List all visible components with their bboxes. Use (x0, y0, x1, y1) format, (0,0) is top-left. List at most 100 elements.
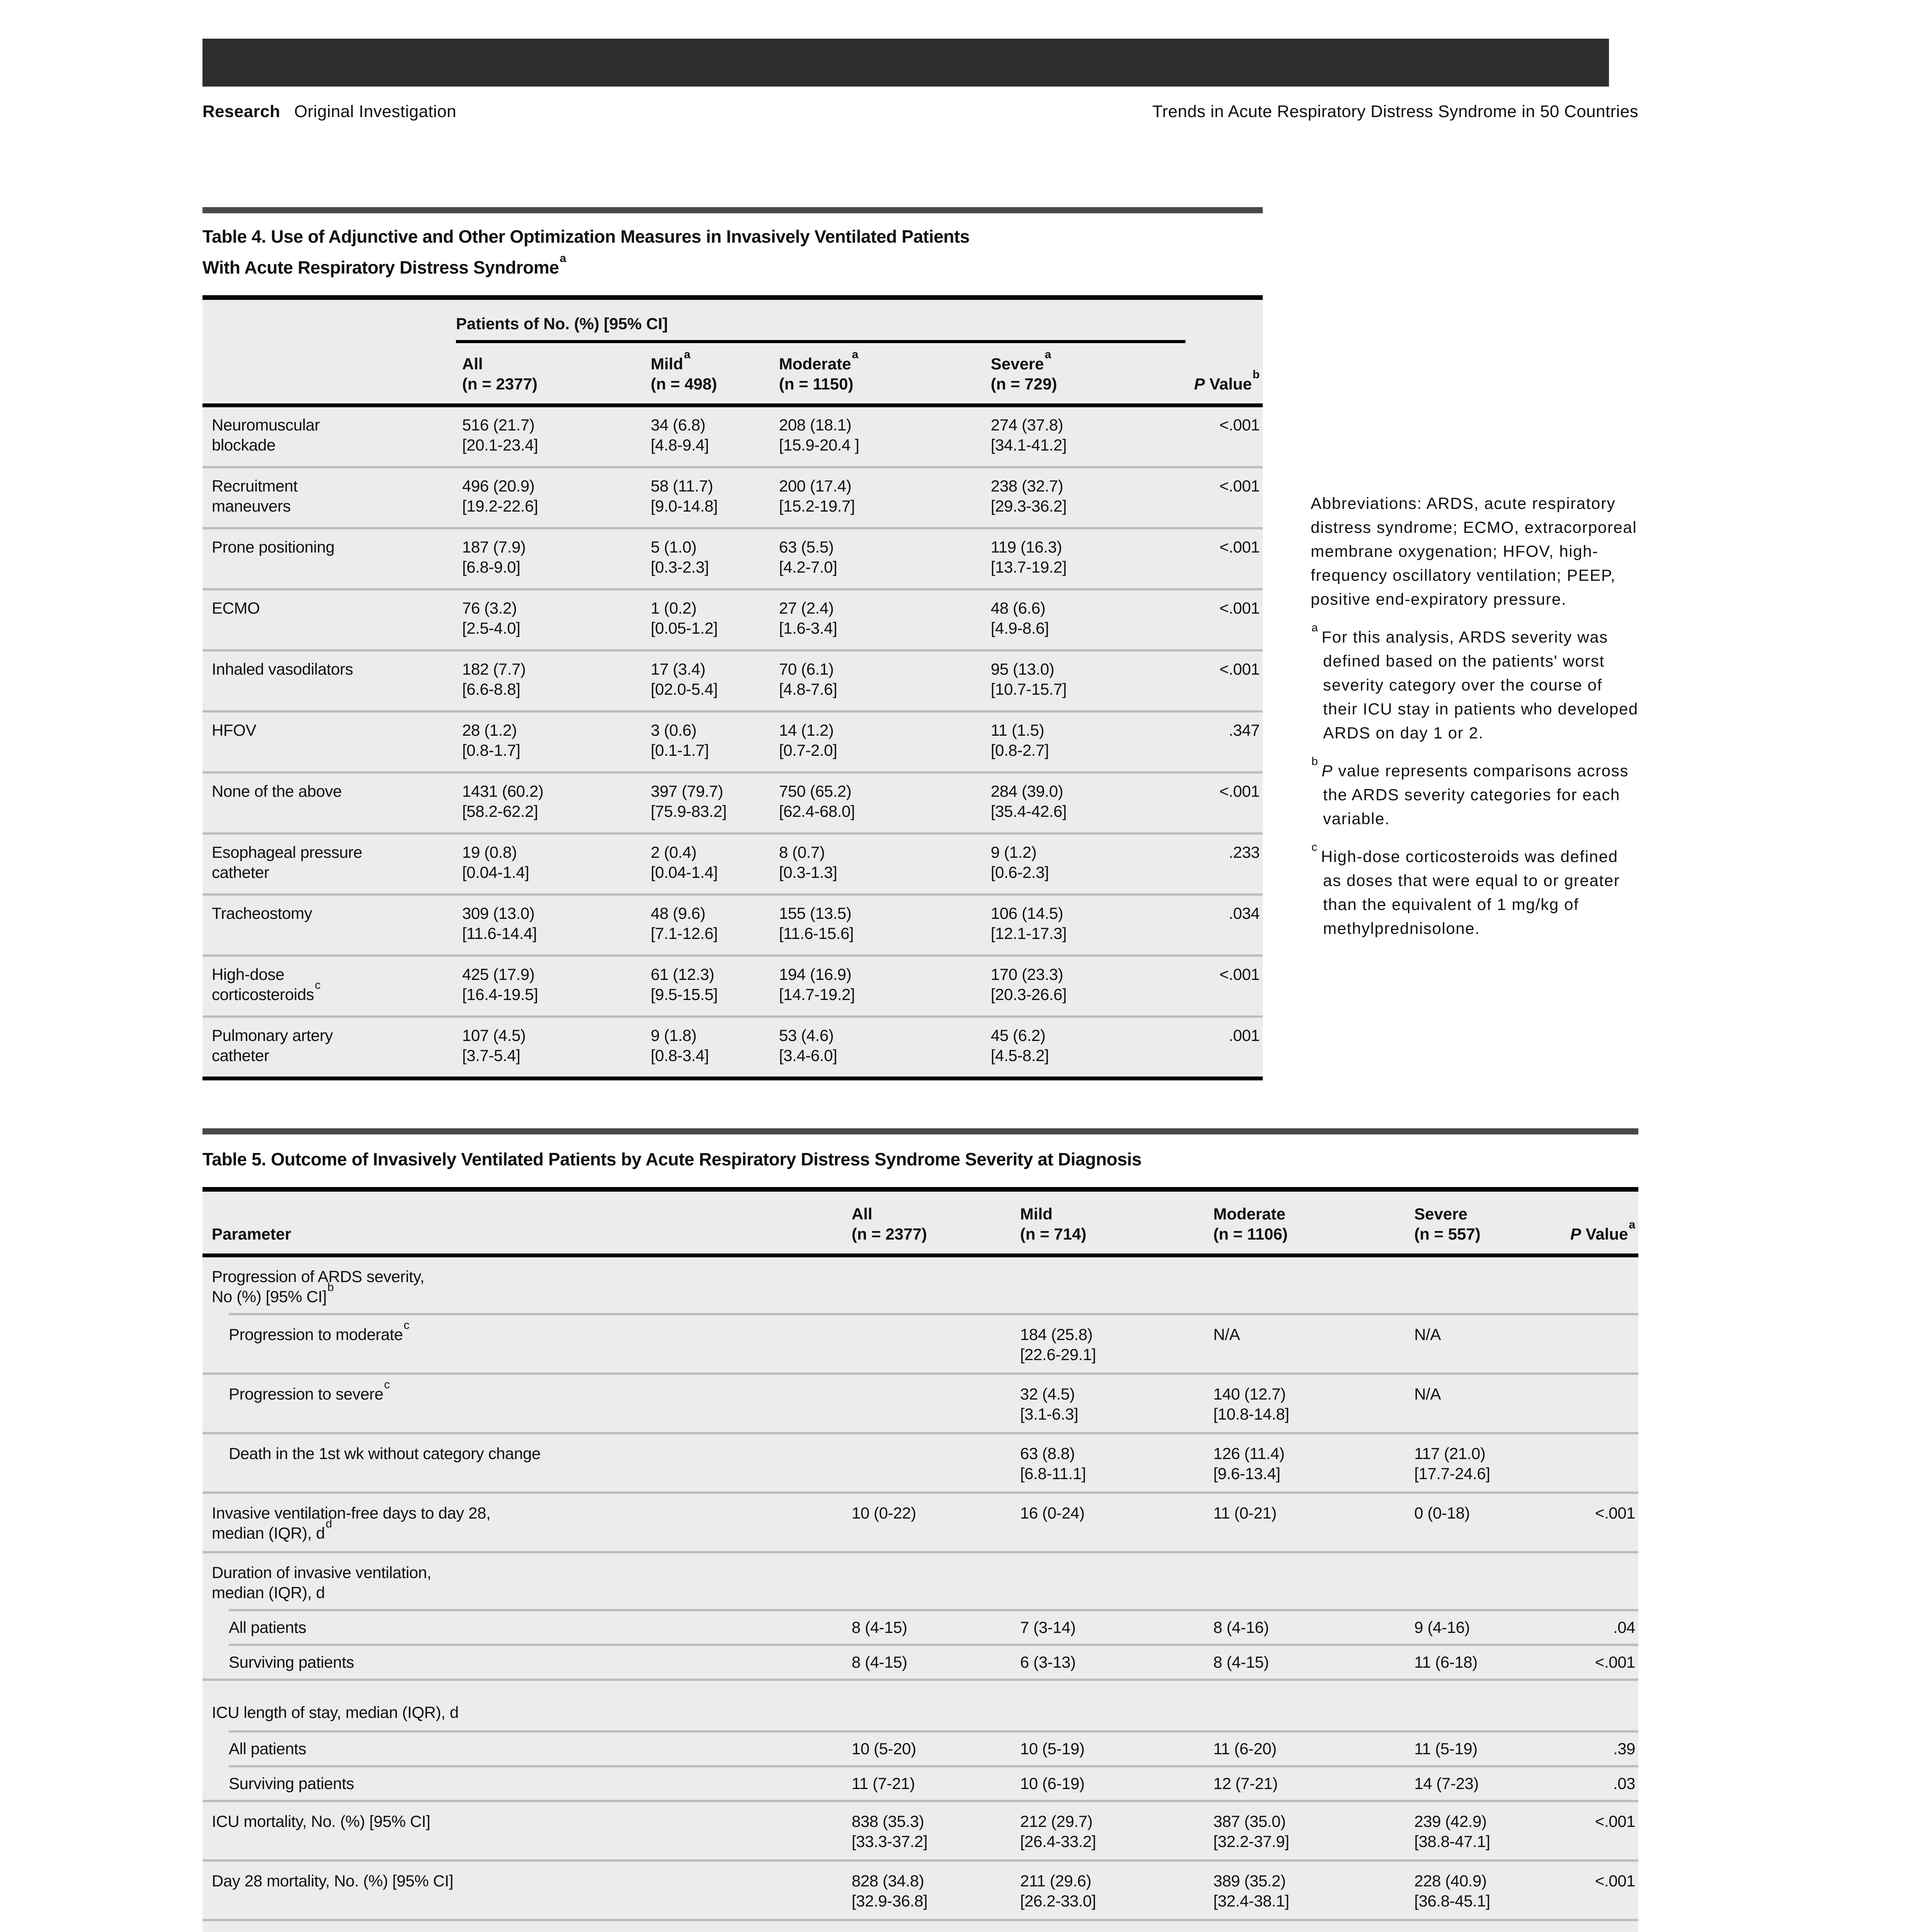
data-cell: 11 (0-21) (1213, 1503, 1414, 1543)
data-cell: 1431 (60.2) [58.2-62.2] (462, 781, 651, 821)
value-line: [20.1-23.4] (462, 436, 538, 454)
data-cell: 53 (4.6) [3.4-6.0] (779, 1026, 991, 1066)
p-value-cell (1561, 1325, 1638, 1365)
row-label: None of the above (202, 781, 462, 821)
value-line: [4.8-7.6] (779, 680, 837, 698)
value-line: 8 (4-15) (1213, 1653, 1269, 1671)
row-label: All patients (202, 1617, 852, 1638)
row-divider (202, 954, 1263, 957)
value-line: 10 (0-22) (852, 1504, 916, 1522)
column-header: Moderatea (n = 1150) (779, 349, 991, 394)
table4-header: Patients of No. (%) [95% CI] All (n = 237… (202, 295, 1263, 407)
label-line: Pulmonary artery (212, 1026, 333, 1044)
data-cell: 8 (4-15) (852, 1652, 1020, 1672)
p-value-cell: .034 (1164, 903, 1263, 944)
value-line: [0.05-1.2] (651, 619, 718, 637)
table-row: Invasive ventilation-free days to day 28… (202, 1494, 1638, 1551)
value-line: 14 (1.2) (779, 721, 834, 739)
row-label: Day 28 mortality, No. (%) [95% CI] (202, 1871, 852, 1911)
data-cell: 155 (13.5) [11.6-15.6] (779, 903, 991, 944)
p-value-line: .233 (1228, 843, 1260, 861)
value-line: 238 (32.7) (991, 477, 1063, 495)
value-line: [29.3-36.2] (991, 497, 1067, 515)
p-value-cell: .233 (1164, 842, 1263, 883)
value-line: 239 (42.9) (1414, 1812, 1487, 1830)
table4-title-footnote-mark: a (560, 252, 566, 265)
table-row: Inhaled vasodilators 182 (7.7) [6.6-8.8] 17… (202, 651, 1263, 710)
value-line: [0.1-1.7] (651, 741, 709, 759)
value-line: [0.7-2.0] (779, 741, 837, 759)
table-row: Prone positioning 187 (7.9) [6.8-9.0] 5 (1.… (202, 529, 1263, 588)
data-cell (852, 1384, 1020, 1424)
value-line: 34 (6.8) (651, 416, 706, 434)
data-cell: N/A (1213, 1325, 1414, 1365)
p-value-cell: <.001 (1561, 1503, 1638, 1543)
table4-title-line2: With Acute Respiratory Distress Syndrome (202, 257, 559, 277)
value-line: N/A (1414, 1325, 1441, 1344)
table-row: HFOV 28 (1.2) [0.8-1.7] 3 (0.6) [0.1-1.7] 14 … (202, 713, 1263, 771)
data-cell: 34 (6.8) [4.8-9.4] (651, 415, 779, 455)
table-row: Progression to moderatec 184 (25.8) [22.6-… (202, 1315, 1638, 1372)
row-label: ICU mortality, No. (%) [95% CI] (202, 1811, 852, 1852)
data-cell: 238 (32.7) [29.3-36.2] (991, 476, 1164, 516)
column-n: (n = 2377) (852, 1225, 927, 1243)
value-line: [17.7-24.6] (1414, 1464, 1490, 1483)
value-line: 516 (21.7) (462, 416, 535, 434)
p-value-cell: <.001 (1164, 537, 1263, 577)
article-title: Trends in Acute Respiratory Distress Syn… (1152, 102, 1638, 121)
data-cell: 27 (2.4) [1.6-3.4] (779, 598, 991, 638)
value-line: 63 (8.8) (1020, 1444, 1075, 1463)
data-cell: 10 (5-20) (852, 1739, 1020, 1759)
p-value-header-label: P Valueb (1194, 368, 1260, 393)
label-line: ECMO (212, 599, 260, 617)
column-label: Severea (991, 348, 1051, 373)
value-line: N/A (1414, 1385, 1441, 1403)
value-line: [0.8-1.7] (462, 741, 520, 759)
data-cell: 211 (29.6) [26.2-33.0] (1020, 1871, 1213, 1911)
value-line: 1431 (60.2) (462, 782, 544, 800)
table5-title-bar (202, 1128, 1638, 1134)
row-divider (202, 771, 1263, 774)
p-value-line: .39 (1613, 1740, 1636, 1758)
row-divider (202, 1800, 1638, 1802)
value-line: [10.8-14.8] (1213, 1405, 1289, 1423)
data-cell: 11 (5-19) (1414, 1739, 1561, 1759)
value-line: 11 (0-21) (1213, 1504, 1277, 1522)
value-line: 63 (5.5) (779, 538, 834, 556)
p-value-cell: <.001 (1164, 964, 1263, 1005)
p-value-cell: .001 (1164, 1026, 1263, 1066)
value-line: 48 (6.6) (991, 599, 1046, 617)
data-cell: 12 (7-21) (1213, 1774, 1414, 1794)
label-line: HFOV (212, 721, 257, 739)
table-row: All patients 8 (4-15) 7 (3-14) 8 (4-16) 9 (4… (202, 1611, 1638, 1644)
value-line: [3.7-5.4] (462, 1046, 520, 1065)
p-value-line: <.001 (1219, 477, 1260, 495)
footnote: cHigh-dose corticosteroids was defined a… (1311, 841, 1620, 937)
table5: Table 5. Outcome of Invasively Ventilate… (202, 1128, 1638, 1932)
value-line: [35.4-42.6] (991, 802, 1067, 820)
data-cell: 70 (6.1) [4.8-7.6] (779, 659, 991, 699)
data-cell: 309 (13.0) [11.6-14.4] (462, 903, 651, 944)
row-divider (202, 1859, 1638, 1862)
value-line: 126 (11.4) (1213, 1444, 1285, 1463)
row-divider (202, 710, 1263, 713)
data-cell: 45 (6.2) [4.5-8.2] (991, 1026, 1164, 1066)
parameter-header: Parameter (202, 1204, 852, 1244)
value-line: [19.2-22.6] (462, 497, 538, 515)
column-n: (n = 1150) (779, 375, 854, 393)
data-cell: 11 (7-21) (852, 1774, 1020, 1794)
label-line: catheter (212, 1046, 269, 1065)
data-cell: 284 (39.0) [35.4-42.6] (991, 781, 1164, 821)
label-line: Inhaled vasodilators (212, 660, 353, 678)
p-value-cell: .03 (1561, 1774, 1638, 1794)
value-line: [2.5-4.0] (462, 619, 520, 637)
data-cell: 117 (21.0) [17.7-24.6] (1414, 1444, 1561, 1484)
section-label-line: Duration of invasive ventilation, (212, 1563, 432, 1582)
data-cell: 1 (0.2) [0.05-1.2] (651, 598, 779, 638)
data-cell: N/A (1414, 1325, 1561, 1365)
row-label: ECMO (202, 598, 462, 638)
section-label-line: Progression of ARDS severity, (212, 1267, 425, 1286)
value-line: [0.04-1.4] (462, 863, 529, 881)
p-value-line: <.001 (1219, 538, 1260, 556)
data-cell: 170 (23.3) [20.3-26.6] (991, 964, 1164, 1005)
